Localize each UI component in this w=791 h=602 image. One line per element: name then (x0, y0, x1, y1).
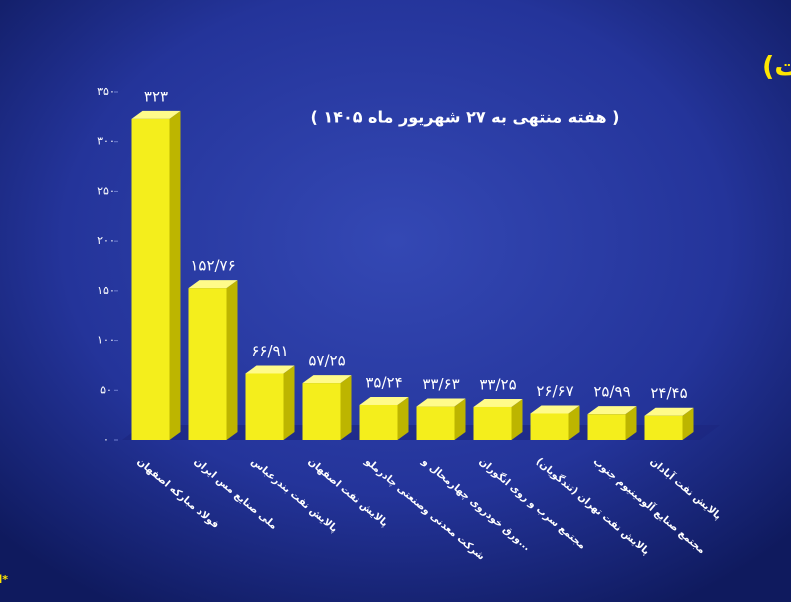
bar-top (416, 398, 466, 407)
data-label: ۳۳/۲۵ (479, 375, 516, 393)
bar (644, 415, 683, 440)
chart-subtitle: ( هفته منتهی به ۲۷ شهریور ماه ۱۴۰۵ ) (311, 108, 620, 127)
bar-side (625, 406, 637, 440)
data-label: ۳۲۳ (144, 87, 168, 105)
bar-side (682, 407, 694, 440)
bar (587, 414, 626, 440)
bar-top (587, 406, 637, 415)
y-tick-label: ۲۵۰ (97, 184, 115, 197)
bar-side (397, 396, 409, 440)
chart-title: برترین های هفته در بورس کالا (براساس ارز… (762, 52, 791, 83)
bar-top (359, 396, 409, 405)
bar (245, 373, 284, 440)
data-label: ۲۴/۴۵ (650, 384, 687, 402)
bar-side (340, 375, 352, 440)
bar (302, 383, 341, 440)
bar-top (530, 405, 580, 414)
bar-side (511, 398, 523, 440)
y-tick-label: ۳۵۰ (97, 85, 115, 98)
bar (188, 288, 227, 440)
y-tick-label: ۱۰۰ (97, 334, 115, 347)
bar-side (283, 365, 295, 440)
bar-side (169, 110, 181, 441)
footnote: *اعداد برحسب هزار میلیارد ریال است (0, 573, 8, 586)
bar-top (644, 407, 694, 416)
y-tick-label: ۲۰۰ (97, 234, 115, 247)
bar-top (302, 375, 352, 384)
data-label: ۲۶/۶۷ (536, 382, 573, 400)
bar (416, 406, 455, 440)
y-tick-label: ۳۰۰ (97, 135, 115, 148)
bar-side (454, 398, 466, 440)
bar-top (473, 398, 523, 407)
data-label: ۳۵/۲۴ (365, 373, 402, 391)
bar-top (245, 365, 295, 374)
y-tick-label: ۰ (103, 433, 109, 446)
y-tick-label: ۵۰ (100, 383, 112, 396)
bar (530, 413, 569, 440)
bar (359, 404, 398, 440)
data-label: ۶۶/۹۱ (251, 342, 288, 360)
data-label: ۲۵/۹۹ (593, 383, 630, 401)
bar-side (568, 405, 580, 440)
y-tick-label: ۱۵۰ (97, 284, 115, 297)
data-label: ۱۵۲/۷۶ (190, 257, 235, 275)
bar-side (226, 280, 238, 440)
data-label: ۵۷/۲۵ (308, 352, 345, 370)
bar (473, 406, 512, 440)
data-label: ۳۳/۶۳ (422, 375, 459, 393)
bar-top (131, 110, 181, 119)
bar (131, 118, 170, 441)
bar-top (188, 280, 238, 289)
